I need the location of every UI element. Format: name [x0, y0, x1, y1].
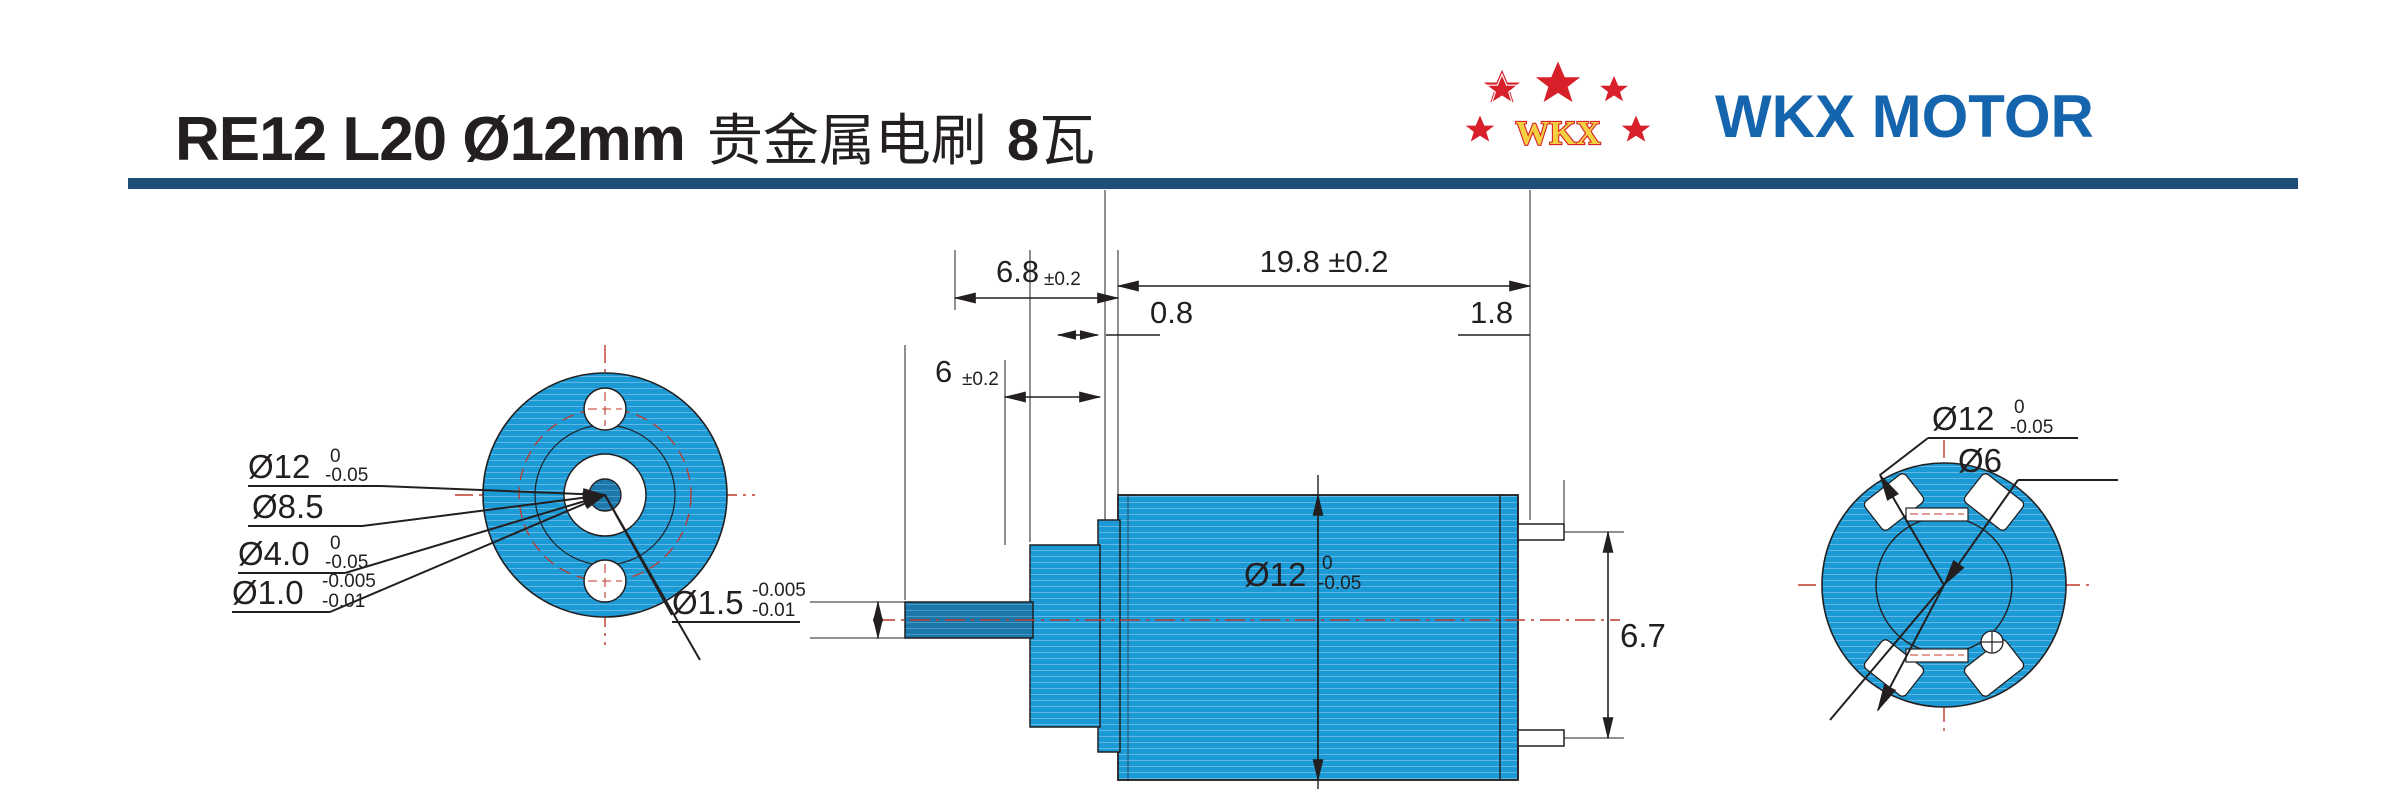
right-callout-2: Ø6 [1958, 442, 2002, 479]
left-end-view: Ø12 0 -0.05 Ø8.5 Ø4.0 0 -0.05 Ø1.0 -0.00… [232, 345, 755, 661]
right-callout-1-value: Ø12 [1932, 400, 1994, 437]
technical-drawing: Ø12 0 -0.05 Ø8.5 Ø4.0 0 -0.05 Ø1.0 -0.00… [0, 190, 2393, 789]
left-callout-4-tol-upper: -0.005 [322, 571, 376, 592]
dim-shaft-step-length: 6 ±0.2 [935, 354, 1102, 545]
dim-terminal-spacing: 6.7 [1564, 530, 1666, 740]
left-callout-1-tol-lower: -0.05 [325, 465, 368, 486]
brand-name: WKX MOTOR [1715, 83, 2094, 150]
front-boss [1097, 519, 1121, 753]
dim-body-diameter: Ø12 0 -0.05 [1244, 493, 1361, 782]
wkx-star-logo: WKX [1400, 58, 1670, 150]
dim-shaft-step-length-label: 6 [935, 354, 952, 389]
dim-body-length: 19.8 ±0.2 [1116, 244, 1532, 292]
left-callout-1-value: Ø12 [248, 448, 310, 485]
dim-shaft-diameter-tol-lower: -0.01 [752, 600, 795, 621]
dim-shaft-diameter: Ø1.5 -0.005 -0.01 [672, 580, 905, 640]
left-callout-3-tol-upper: 0 [330, 533, 341, 554]
dim-body-length-label: 19.8 ±0.2 [1259, 244, 1388, 279]
right-callout-1: Ø12 0 -0.05 [1932, 397, 2053, 438]
left-callout-2-value: Ø8.5 [252, 488, 324, 525]
right-view-cutouts [1863, 473, 2025, 697]
dim-shaft-step-length-tol: ±0.2 [962, 369, 999, 390]
dim-front-shaft-length-tol: ±0.2 [1044, 269, 1081, 290]
dim-shaft-diameter-value: Ø1.5 [672, 584, 744, 621]
right-end-view: Ø12 0 -0.05 Ø6 [1798, 397, 2118, 735]
dim-body-diameter-value: Ø12 [1244, 556, 1306, 593]
left-callout-3: Ø4.0 0 -0.05 [238, 533, 368, 573]
page-header: RE12 L20 Ø12mm 贵金属电刷 8 瓦 WKX [0, 0, 2393, 190]
left-callout-4-tol-lower: -0.01 [322, 591, 365, 612]
side-section-view: 20.2 max 19.8 ±0.2 6.8 ±0.2 6 ±0.2 0.8 [672, 190, 1666, 789]
right-callout-1-tol-upper: 0 [2014, 397, 2025, 418]
dim-front-boss-thickness-label: 0.8 [1150, 295, 1193, 330]
dim-body-diameter-tol-lower: -0.05 [1318, 573, 1361, 594]
dim-front-shaft-length-label: 6.8 [996, 254, 1039, 289]
left-callout-3-value: Ø4.0 [238, 535, 310, 572]
page-title: RE12 L20 Ø12mm [175, 105, 686, 174]
left-callout-3-tol-lower: -0.05 [325, 552, 368, 573]
header-divider [128, 178, 2298, 189]
left-callout-4: Ø1.0 -0.005 -0.01 [232, 571, 376, 612]
left-callout-2: Ø8.5 [252, 488, 324, 525]
dim-rear-terminal-length-label: 1.8 [1470, 295, 1513, 330]
dim-rear-terminal-length: 1.8 [1458, 295, 1530, 336]
dim-shaft-diameter-tol-upper: -0.005 [752, 580, 806, 601]
page-title-chinese: 贵金属电刷 [706, 109, 987, 174]
left-callout-1: Ø12 0 -0.05 [248, 446, 368, 486]
rear-terminal-bottom [1517, 729, 1565, 747]
dim-terminal-spacing-label: 6.7 [1620, 617, 1666, 654]
rear-terminal-top [1517, 523, 1565, 541]
right-callout-2-value: Ø6 [1958, 442, 2002, 479]
dim-body-diameter-tol-upper: 0 [1322, 553, 1333, 574]
logo-wordmark: WKX [1516, 115, 1601, 150]
wattage-unit-chinese: 瓦 [1039, 109, 1096, 174]
dim-front-boss-thickness: 0.8 [1056, 295, 1193, 340]
wattage-value: 8 [1006, 108, 1040, 173]
front-hub [1029, 544, 1101, 728]
left-callout-1-tol-upper: 0 [330, 446, 341, 467]
left-callout-4-value: Ø1.0 [232, 574, 304, 611]
title-block: RE12 L20 Ø12mm 贵金属电刷 8 瓦 [175, 96, 1095, 177]
right-callout-1-tol-lower: -0.05 [2010, 417, 2053, 438]
dim-front-shaft-length: 6.8 ±0.2 [953, 250, 1120, 310]
right-view-datum-mark [1980, 630, 2004, 654]
